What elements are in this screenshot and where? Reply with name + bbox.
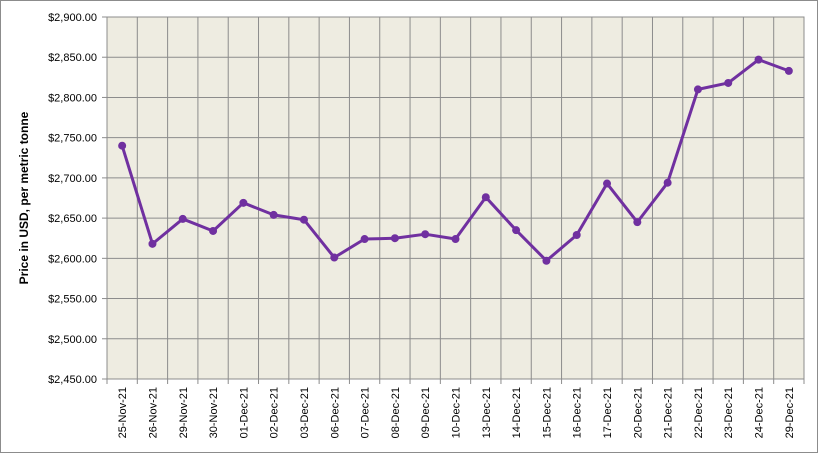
data-point — [330, 253, 339, 262]
x-tick-label: 22-Dec-21 — [693, 387, 705, 438]
x-tick-label: 03-Dec-21 — [299, 387, 311, 438]
series-markers — [118, 55, 793, 265]
data-point — [633, 218, 642, 227]
data-point — [481, 193, 490, 202]
x-tick-label: 07-Dec-21 — [360, 387, 372, 438]
data-point — [360, 235, 369, 244]
y-tick-label: $2,850.00 — [48, 52, 97, 64]
data-point — [512, 226, 521, 235]
x-tick-label: 25-Nov-21 — [117, 387, 129, 438]
y-axis-title: Price in USD, per metric tonne — [17, 111, 31, 284]
y-tick-label: $2,550.00 — [48, 294, 97, 306]
plot-area — [106, 16, 805, 380]
x-tick-label: 15-Dec-21 — [541, 387, 553, 438]
data-point — [269, 210, 278, 219]
y-tick-label: $2,500.00 — [48, 334, 97, 346]
x-tick-label: 01-Dec-21 — [238, 387, 250, 438]
y-tick-label: $2,650.00 — [48, 213, 97, 225]
x-tick-label: 13-Dec-21 — [481, 387, 493, 438]
data-point — [148, 239, 157, 248]
y-tick-label: $2,450.00 — [48, 374, 97, 386]
y-tick-label: $2,900.00 — [48, 12, 97, 24]
x-tick-label: 20-Dec-21 — [632, 387, 644, 438]
x-tick-label: 14-Dec-21 — [511, 387, 523, 438]
data-point — [784, 66, 793, 75]
data-point — [299, 215, 308, 224]
data-point — [693, 85, 702, 94]
data-point — [603, 179, 612, 188]
data-point — [209, 226, 218, 235]
data-point — [451, 235, 460, 244]
x-tick-label: 26-Nov-21 — [147, 387, 159, 438]
data-point — [724, 78, 733, 87]
data-point — [663, 178, 672, 187]
y-tick-label: $2,600.00 — [48, 253, 97, 265]
x-tick-label: 24-Dec-21 — [754, 387, 766, 438]
data-point — [572, 231, 581, 240]
data-point — [178, 214, 187, 223]
y-tick-label: $2,750.00 — [48, 133, 97, 145]
data-point — [754, 55, 763, 64]
x-tick-label: 02-Dec-21 — [269, 387, 281, 438]
x-tick-label: 10-Dec-21 — [451, 387, 463, 438]
data-point — [390, 234, 399, 243]
x-axis-tick-labels: 25-Nov-21 26-Nov-21 29-Nov-21 30-Nov-21 01-D… — [117, 387, 796, 438]
x-tick-label: 17-Dec-21 — [602, 387, 614, 438]
y-axis-tick-labels: $2,450.00 $2,500.00 $2,550.00 $2,600.00 $2,6… — [48, 12, 97, 386]
y-tick-label: $2,700.00 — [48, 173, 97, 185]
x-tick-label: 16-Dec-21 — [572, 387, 584, 438]
data-point — [239, 198, 248, 207]
x-tick-label: 08-Dec-21 — [390, 387, 402, 438]
data-point — [118, 141, 127, 150]
data-point — [421, 230, 430, 239]
x-tick-label: 06-Dec-21 — [329, 387, 341, 438]
x-tick-label: 29-Nov-21 — [178, 387, 190, 438]
x-tick-label: 29-Dec-21 — [784, 387, 796, 438]
grid-lines — [102, 16, 805, 384]
x-tick-label: 23-Dec-21 — [723, 387, 735, 438]
x-tick-label: 21-Dec-21 — [663, 387, 675, 438]
y-tick-label: $2,800.00 — [48, 92, 97, 104]
x-tick-label: 30-Nov-21 — [208, 387, 220, 438]
x-tick-label: 09-Dec-21 — [420, 387, 432, 438]
data-point — [542, 256, 551, 265]
